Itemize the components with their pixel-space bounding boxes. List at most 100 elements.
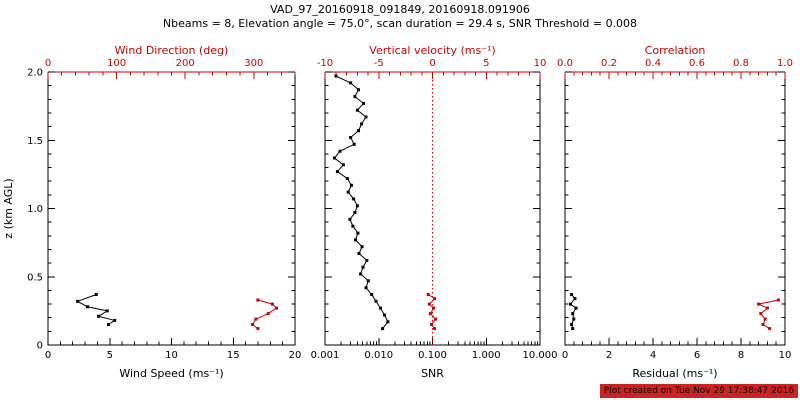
top-tick-label: 0 — [429, 58, 435, 69]
series-snr-marker — [360, 245, 364, 249]
series-wind-speed-marker — [76, 299, 80, 303]
y-axis-title: z (km AGL) — [2, 178, 15, 238]
series-vertical-velocity-marker — [427, 302, 431, 306]
series-correlation-marker — [757, 302, 761, 306]
series-snr-marker — [351, 224, 355, 228]
series-correlation-marker — [761, 323, 765, 326]
x-tick-label: 8 — [738, 350, 744, 361]
series-vertical-velocity-marker — [433, 327, 437, 331]
series-residual-marker — [572, 317, 576, 321]
series-residual-marker — [569, 302, 572, 306]
x-axis-title: Wind Speed (ms⁻¹) — [119, 367, 223, 380]
series-snr-marker — [366, 279, 370, 283]
x-tick-label: 1.000 — [472, 350, 501, 361]
series-snr-marker — [381, 327, 385, 331]
series-snr-marker — [364, 115, 368, 119]
y-tick-label: 0 — [37, 341, 43, 352]
series-snr-marker — [334, 74, 338, 78]
series-wind-direction-marker — [254, 317, 258, 321]
series-snr-marker — [348, 217, 352, 221]
series-correlation-marker — [765, 306, 769, 310]
series-snr-marker — [361, 265, 365, 269]
series-wind-speed-marker — [86, 305, 89, 309]
series-snr-marker — [355, 108, 359, 112]
series-snr-marker — [341, 163, 345, 167]
wind-panel: 0 0.5 1.0 1.5 2.0 z (km AGL) 0 5 10 15 20 Wind Spee… — [2, 44, 301, 380]
series-snr-line — [333, 75, 389, 329]
top-tick-label: 200 — [176, 58, 195, 69]
series-wind-direction-marker — [256, 298, 260, 302]
series-wind-speed-marker — [107, 323, 110, 326]
top-tick-label: 0.6 — [689, 58, 705, 69]
top-axis-title: Correlation — [645, 44, 706, 57]
series-snr-marker — [353, 95, 357, 99]
series-snr-marker — [364, 286, 368, 290]
series-snr-marker — [355, 204, 359, 208]
top-tick-label: -10 — [317, 58, 333, 69]
x-axis-title: SNR — [421, 367, 444, 380]
x-tick-label: 15 — [227, 350, 240, 361]
y-tick-label: 1.5 — [27, 136, 43, 147]
series-vertical-velocity-marker — [428, 312, 432, 316]
series-correlation-marker — [763, 317, 767, 321]
top-tick-label: 300 — [244, 58, 263, 69]
plot-subtitle: Nbeams = 8, Elevation angle = 75.0°, sca… — [162, 17, 638, 30]
series-wind-speed-marker — [97, 314, 101, 318]
x-tick-label: 0 — [562, 350, 568, 361]
series-snr-marker — [365, 258, 369, 262]
series-residual-marker — [570, 293, 574, 296]
series-vertical-velocity-marker — [429, 323, 433, 326]
x-tick-label: 0 — [45, 350, 51, 361]
series-vertical-velocity-marker — [434, 317, 438, 321]
x-tick-label: 20 — [289, 350, 302, 361]
x-tick-label: 0.001 — [311, 350, 340, 361]
plot-title: VAD_97_20160918_091849, 20160918.091906 — [270, 3, 530, 16]
series-snr-marker — [338, 149, 342, 153]
top-axis-title: Wind Direction (deg) — [115, 44, 229, 57]
series-snr-marker — [357, 252, 361, 255]
x-tick-label: 0.100 — [418, 350, 447, 361]
series-wind-speed-marker — [105, 309, 109, 313]
series-snr-marker — [359, 272, 363, 276]
panel-frame — [47, 72, 296, 346]
series-residual-marker — [574, 306, 578, 310]
top-tick-label: -5 — [374, 58, 384, 69]
series-snr-marker — [383, 313, 386, 317]
top-axis-title: Vertical velocity (ms⁻¹) — [369, 44, 495, 57]
top-tick-label: 5 — [483, 58, 489, 69]
series-vertical-velocity-marker — [426, 293, 430, 296]
series-vertical-velocity-marker — [432, 306, 436, 310]
series-wind-direction-marker — [256, 327, 260, 331]
series-wind-speed-marker — [94, 293, 98, 296]
series-wind-direction-marker — [275, 306, 278, 310]
x-tick-label: 10 — [779, 350, 792, 361]
series-snr-marker — [333, 156, 336, 160]
x-tick-label: 5 — [107, 350, 113, 361]
top-tick-label: 0.4 — [645, 58, 661, 69]
panel-frame — [564, 72, 786, 346]
series-wind-direction-marker — [251, 323, 254, 326]
series-snr-marker — [346, 190, 350, 194]
series-snr-marker — [362, 101, 365, 105]
series-wind-speed-marker — [113, 318, 117, 322]
series-snr-marker — [352, 197, 356, 201]
x-tick-label: 10 — [165, 350, 178, 361]
series-snr-marker — [345, 177, 349, 180]
top-tick-label: 10 — [534, 58, 547, 69]
series-snr-marker — [353, 211, 357, 215]
series-snr-marker — [356, 231, 360, 235]
series-snr-marker — [349, 183, 353, 187]
snr-panel: 0.001 0.010 0.100 1.000 10.000 SNR -10 -5 0 5 10 Ve… — [311, 44, 558, 380]
x-tick-label: 0.010 — [364, 350, 393, 361]
series-snr-marker — [357, 88, 360, 92]
series-correlation-marker — [768, 327, 772, 331]
y-tick-label: 1.0 — [27, 204, 43, 215]
series-correlation-marker — [759, 312, 763, 316]
series-snr-marker — [352, 142, 356, 146]
series-snr-marker — [335, 170, 339, 174]
series-snr-marker — [357, 129, 360, 133]
x-tick-label: 10.000 — [523, 350, 558, 361]
x-tick-label: 4 — [650, 350, 656, 361]
